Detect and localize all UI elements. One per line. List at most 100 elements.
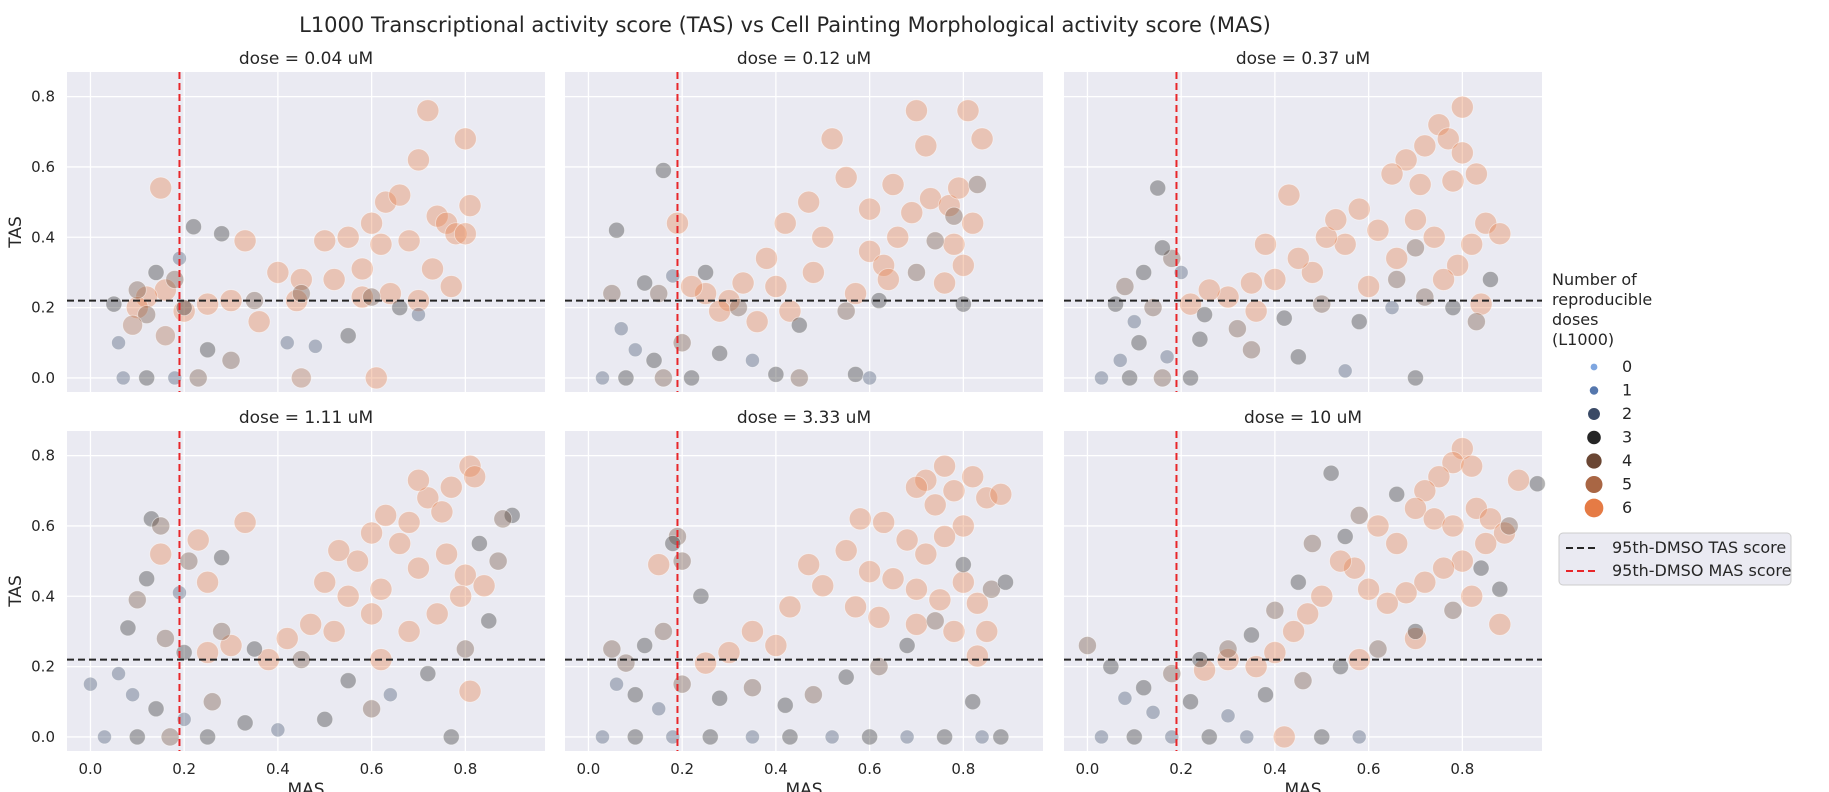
data-point xyxy=(672,674,692,694)
data-point xyxy=(975,620,999,643)
data-point xyxy=(1263,641,1287,664)
data-point xyxy=(914,468,938,492)
data-point xyxy=(797,553,821,577)
data-point xyxy=(1415,287,1435,307)
data-point xyxy=(844,282,867,305)
data-point xyxy=(886,225,910,249)
data-point xyxy=(1220,708,1236,724)
data-point xyxy=(919,187,942,210)
data-point xyxy=(672,333,692,353)
data-point xyxy=(285,289,309,312)
legend-marker xyxy=(1585,476,1603,493)
data-point xyxy=(1368,639,1388,659)
data-point xyxy=(97,729,112,745)
points-layer xyxy=(83,454,521,747)
data-point xyxy=(965,591,989,615)
y-tick-label: 0.6 xyxy=(31,517,55,535)
data-point xyxy=(1333,232,1357,256)
data-point xyxy=(1240,271,1263,295)
data-point xyxy=(745,352,760,368)
data-point xyxy=(1257,686,1274,704)
data-point xyxy=(862,370,878,386)
facet-panel: dose = 10 uM 0.0 0.2 0.4 0.6 0.8 MAS xyxy=(1064,408,1546,792)
data-point xyxy=(138,369,156,387)
facet-title: dose = 1.11 uM xyxy=(239,408,373,428)
legend-label: 2 xyxy=(1622,404,1632,423)
data-point xyxy=(1289,573,1307,591)
data-point xyxy=(1277,183,1301,207)
legend-marker xyxy=(1590,363,1598,371)
data-point xyxy=(1244,299,1268,323)
data-point xyxy=(1182,369,1199,387)
legend-label: 0 xyxy=(1622,357,1632,376)
data-point xyxy=(439,475,463,499)
data-point xyxy=(1193,658,1216,682)
data-point xyxy=(196,292,219,316)
data-point xyxy=(1130,334,1148,352)
legend-marker xyxy=(1589,386,1599,395)
data-point xyxy=(480,612,498,630)
data-point xyxy=(1441,451,1465,475)
data-point xyxy=(416,99,440,123)
data-point xyxy=(954,556,972,574)
data-point xyxy=(167,370,183,386)
data-point xyxy=(388,183,412,207)
data-point xyxy=(425,602,449,626)
data-point xyxy=(360,521,384,545)
data-point xyxy=(199,341,216,359)
data-point xyxy=(1149,179,1167,197)
data-point xyxy=(1460,454,1484,478)
x-tick-label: 0.2 xyxy=(670,760,694,778)
data-point xyxy=(595,370,610,386)
data-point xyxy=(1408,173,1432,196)
x-tick-label: 0.0 xyxy=(577,760,601,778)
points-layer xyxy=(1078,437,1546,749)
data-point xyxy=(764,634,788,657)
legend-mas-label: 95th-DMSO MAS score xyxy=(1612,561,1792,580)
data-point xyxy=(649,284,669,303)
x-tick-label: 0.0 xyxy=(79,760,103,778)
data-point xyxy=(1472,559,1490,577)
points-layer xyxy=(595,99,994,388)
data-point xyxy=(411,307,426,323)
data-point xyxy=(951,570,975,594)
data-point xyxy=(1394,148,1418,172)
data-point xyxy=(1337,363,1353,379)
data-point xyxy=(1479,507,1502,531)
data-point xyxy=(1125,728,1143,746)
data-point xyxy=(1227,319,1247,339)
data-point xyxy=(951,514,975,538)
data-point xyxy=(1385,246,1409,270)
data-point xyxy=(992,728,1010,746)
data-point xyxy=(665,268,681,284)
data-point xyxy=(1441,169,1465,193)
data-point xyxy=(776,696,794,714)
data-point xyxy=(83,676,98,692)
data-point xyxy=(937,194,961,218)
data-point xyxy=(942,232,966,256)
data-point xyxy=(745,310,769,334)
y-axis-label: TAS xyxy=(6,216,26,249)
data-point xyxy=(186,528,210,552)
data-point xyxy=(1366,514,1390,538)
data-point xyxy=(811,574,835,598)
data-point xyxy=(743,678,762,698)
data-point xyxy=(442,728,460,746)
y-tick-label: 0.0 xyxy=(31,728,55,746)
data-point xyxy=(1254,232,1277,256)
x-tick-label: 0.0 xyxy=(1076,760,1100,778)
data-point xyxy=(219,289,243,312)
data-point xyxy=(1407,623,1424,640)
data-point xyxy=(683,369,700,387)
data-point xyxy=(212,622,232,641)
data-point xyxy=(155,325,176,347)
facet-panel: dose = 1.11 uM 0.0 0.2 0.4 0.6 0.8 TAS 0.0 0.2 0.… xyxy=(6,408,545,792)
data-point xyxy=(179,551,199,571)
data-point xyxy=(151,516,171,536)
data-point xyxy=(421,257,444,281)
data-point xyxy=(956,99,980,123)
data-point xyxy=(701,728,719,746)
data-point xyxy=(872,511,896,534)
data-point xyxy=(1286,246,1310,270)
data-point xyxy=(803,685,823,705)
